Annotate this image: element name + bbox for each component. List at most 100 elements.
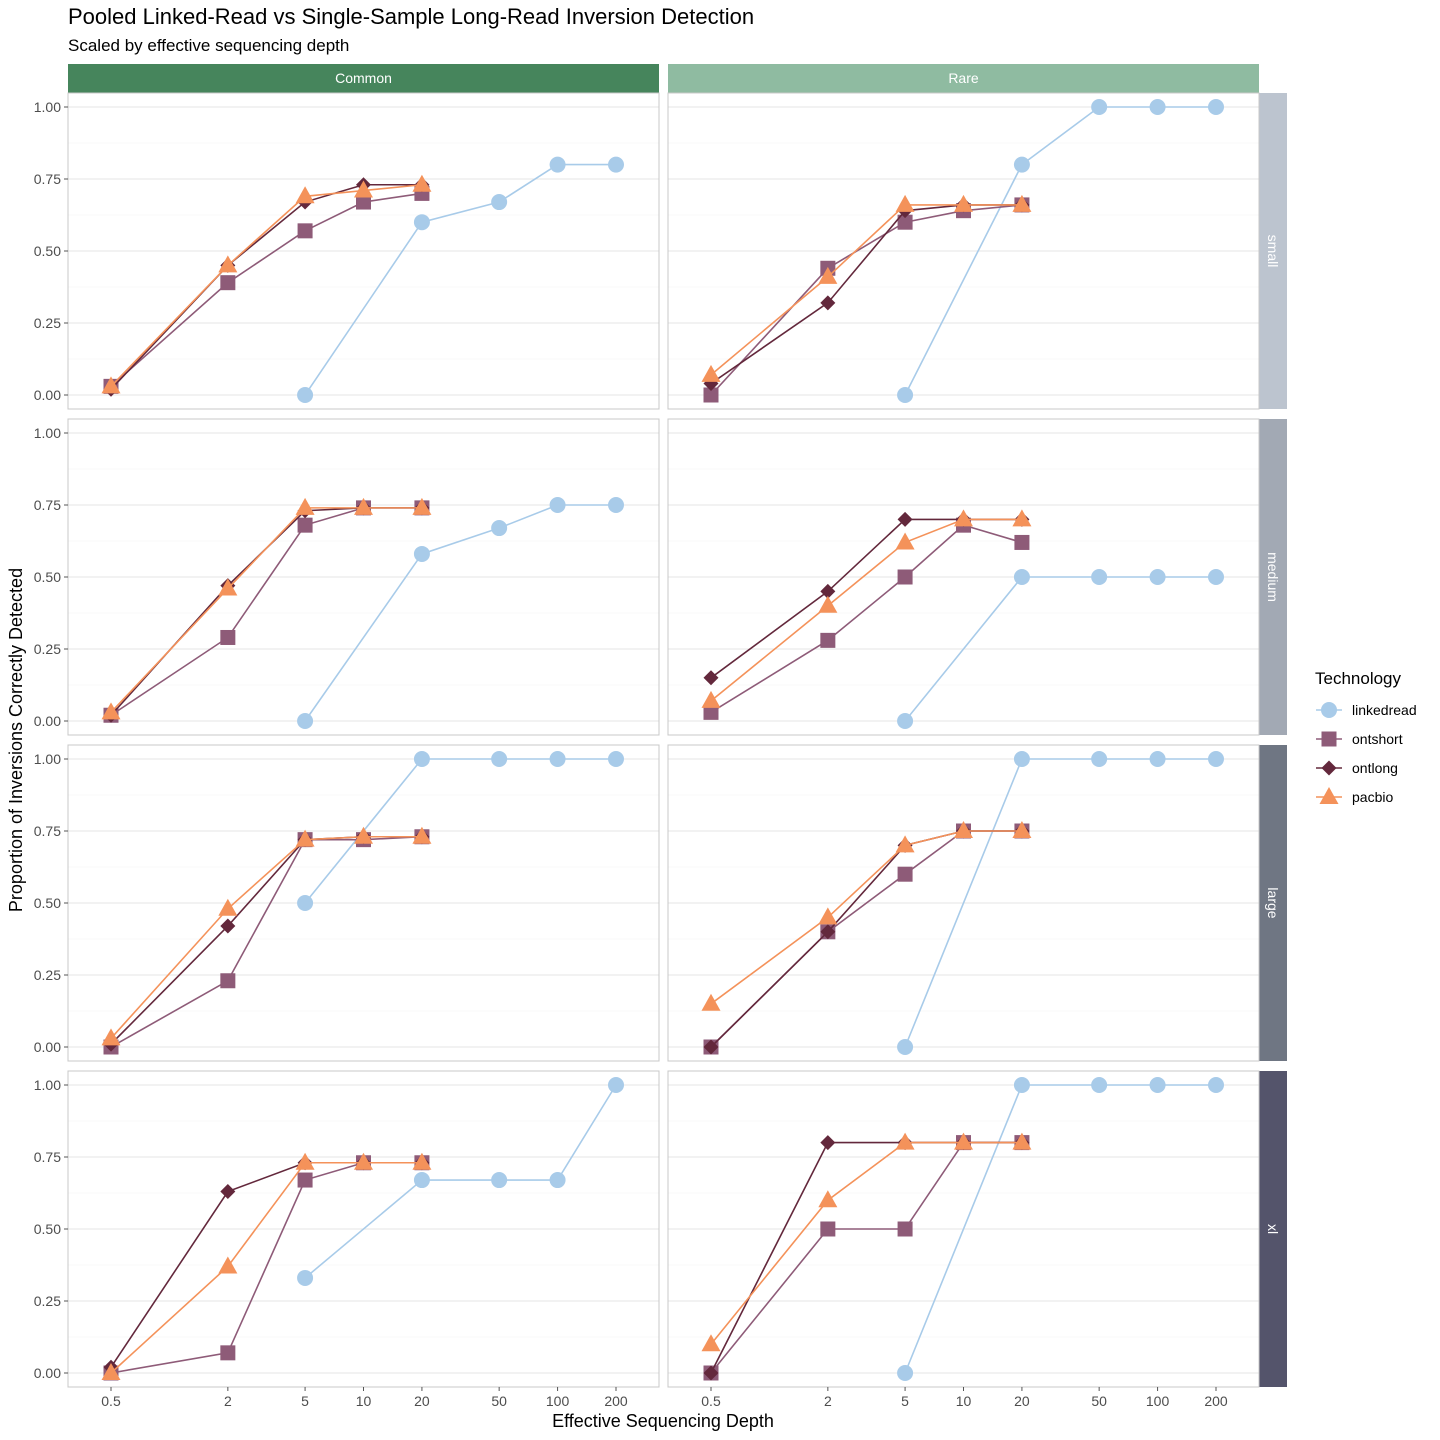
data-point-pacbio (818, 266, 838, 284)
data-point-linkedread (1208, 751, 1224, 767)
legend: Technology linkedread ontshort ontlong pacb… (1315, 669, 1417, 805)
data-point-pacbio (1012, 194, 1032, 212)
data-point-linkedread (608, 1077, 624, 1093)
data-point-linkedread (297, 1269, 314, 1286)
y-tick-label: 0.50 (34, 1221, 61, 1237)
data-point-linkedread (413, 1172, 430, 1189)
chart-title: Pooled Linked-Read vs Single-Sample Long… (68, 4, 754, 29)
row-strip-label: large (1265, 887, 1281, 918)
data-point-pacbio (701, 1334, 721, 1352)
data-point-linkedread (1149, 751, 1166, 767)
series-linkedread (897, 1077, 1224, 1381)
data-point-linkedread (491, 751, 508, 767)
column-strip-rare: Rare (668, 64, 1259, 93)
data-point-ontlong (897, 511, 913, 527)
panel-border (667, 744, 1260, 1062)
data-point-linkedread (1208, 1077, 1224, 1093)
y-tick-label: 0.50 (34, 569, 61, 585)
x-tick-label: 50 (1091, 1393, 1107, 1409)
data-point-linkedread (1091, 751, 1108, 767)
series-pacbio (101, 497, 432, 720)
row-strip-medium: medium (1259, 419, 1287, 735)
series-pacbio (701, 1132, 1032, 1352)
data-point-pacbio (701, 364, 721, 382)
series-linkedread (897, 99, 1224, 403)
data-point-pacbio (954, 509, 973, 527)
panel-common-large: 0.00 0.25 0.50 0.75 1.00 (34, 744, 660, 1062)
data-point-linkedread (897, 1365, 914, 1381)
panel-common-xl: 0.00 0.25 0.50 0.75 1.00 0.5 2 5 10 20 50 100 200 (34, 1070, 660, 1409)
row-strip-bg (1259, 745, 1287, 1061)
data-point-linkedread (1013, 156, 1030, 173)
y-tick-label: 0.50 (34, 895, 61, 911)
series-ontlong (703, 511, 1030, 686)
series-pacbio (101, 1152, 432, 1380)
panel-rare-large (667, 744, 1260, 1062)
data-point-pacbio (412, 497, 432, 515)
row-strip-bg (1259, 419, 1287, 735)
column-strip-label: Common (335, 70, 392, 86)
legend-marker-ontlong (1321, 760, 1337, 776)
y-tick-label: 0.50 (34, 243, 61, 259)
y-tick-label: 0.00 (34, 1039, 61, 1055)
legend-marker-pacbio (1319, 787, 1339, 804)
data-point-pacbio (895, 1132, 915, 1150)
x-tick-label: 20 (1014, 1393, 1030, 1409)
panel-border (667, 92, 1260, 410)
data-point-pacbio (295, 1152, 315, 1170)
data-point-pacbio (218, 1256, 238, 1274)
x-tick-label: 0.5 (701, 1393, 721, 1409)
row-strip-bg (1259, 1071, 1287, 1387)
data-point-linkedread (608, 497, 624, 513)
x-tick-label: 200 (1204, 1393, 1228, 1409)
y-tick-label: 0.00 (34, 713, 61, 729)
y-tick-label: 0.25 (34, 641, 61, 657)
data-point-linkedread (1013, 1077, 1030, 1093)
data-point-pacbio (218, 255, 238, 273)
data-point-ontshort (297, 1172, 313, 1188)
x-tick-label: 100 (546, 1393, 570, 1409)
data-point-pacbio (895, 194, 915, 212)
data-point-ontlong (220, 918, 236, 934)
y-tick-label: 0.25 (34, 967, 61, 983)
legend-item-linkedread: linkedread (1316, 702, 1417, 718)
legend-marker-ontshort (1321, 731, 1337, 747)
facet-panels: Common Raresmallmediumlargexl0.000.250.50… (34, 64, 1287, 1409)
data-point-ontlong (820, 924, 836, 940)
data-point-pacbio (295, 186, 315, 204)
row-strip-large: large (1259, 745, 1287, 1061)
data-point-pacbio (101, 702, 121, 720)
data-point-linkedread (413, 751, 430, 767)
data-point-linkedread (1091, 1077, 1108, 1093)
panel-rare-small (667, 92, 1260, 410)
data-point-linkedread (491, 520, 508, 537)
x-tick-label: 2 (224, 1393, 232, 1409)
data-point-ontlong (703, 1039, 719, 1055)
data-point-ontshort (356, 194, 371, 210)
data-point-pacbio (818, 1190, 838, 1208)
legend-label: ontlong (1352, 760, 1398, 776)
series-pacbio (101, 826, 432, 1046)
data-point-pacbio (954, 821, 973, 838)
data-point-linkedread (297, 387, 314, 403)
data-point-ontshort (820, 632, 836, 648)
data-point-linkedread (413, 545, 430, 562)
column-strip-bg (668, 64, 1259, 93)
data-point-linkedread (549, 1172, 566, 1189)
y-tick-label: 0.75 (34, 497, 61, 513)
data-point-pacbio (954, 194, 973, 212)
panel-common-medium: 0.00 0.25 0.50 0.75 1.00 (34, 418, 660, 736)
panel-common-small: 0.00 0.25 0.50 0.75 1.00 (34, 92, 660, 410)
row-strip-label: small (1265, 235, 1281, 268)
data-point-pacbio (701, 993, 721, 1011)
data-point-linkedread (549, 751, 566, 767)
data-point-pacbio (295, 829, 315, 847)
data-point-ontlong (703, 670, 719, 686)
data-point-linkedread (1149, 99, 1166, 115)
data-point-linkedread (1091, 569, 1108, 585)
data-point-ontshort (897, 1221, 913, 1237)
row-strip-small: small (1259, 93, 1287, 409)
y-axis-title: Proportion of Inversions Correctly Detec… (6, 568, 26, 912)
data-point-ontshort (703, 704, 719, 720)
